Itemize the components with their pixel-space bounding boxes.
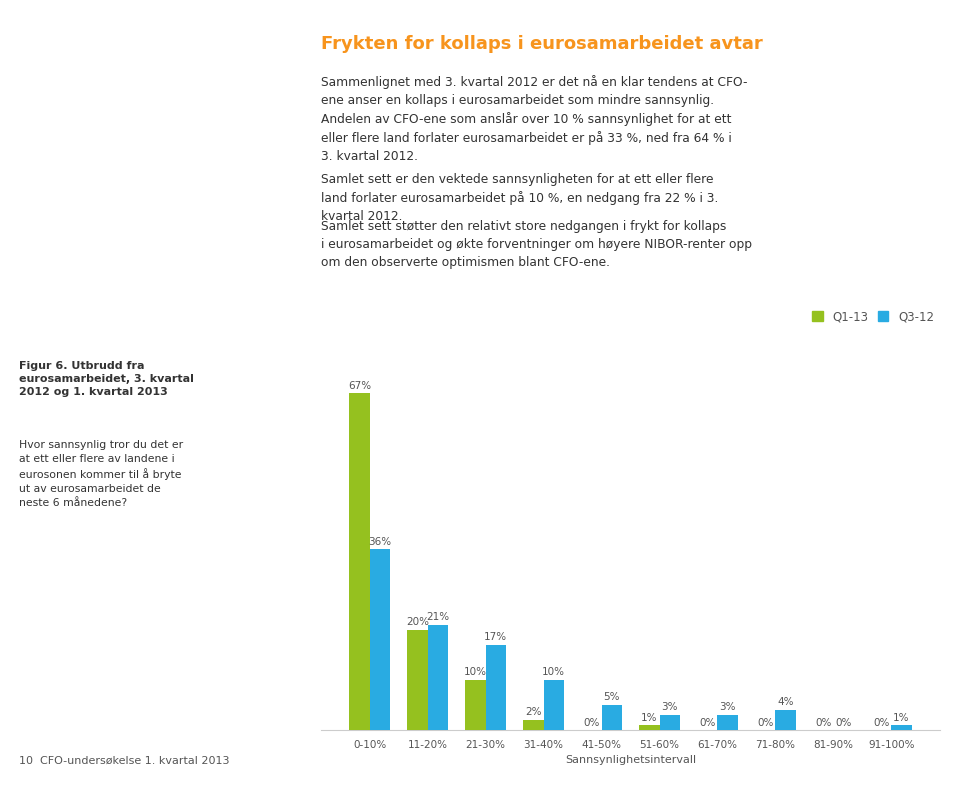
Bar xyxy=(892,725,912,730)
Text: 67%: 67% xyxy=(348,381,371,391)
Bar xyxy=(485,644,506,730)
Bar xyxy=(369,550,390,730)
Text: 17%: 17% xyxy=(484,632,507,642)
Bar xyxy=(640,725,660,730)
Text: Hvor sannsynlig tror du det er
at ett eller flere av landene i
eurosonen kommer : Hvor sannsynlig tror du det er at ett el… xyxy=(19,440,183,509)
Text: Frykten for kollaps i eurosamarbeidet avtar: Frykten for kollaps i eurosamarbeidet av… xyxy=(321,35,763,53)
Bar xyxy=(465,680,485,730)
Text: Samlet sett er den vektede sannsynligheten for at ett eller flere
land forlater : Samlet sett er den vektede sannsynlighet… xyxy=(321,173,718,223)
Text: 20%: 20% xyxy=(406,617,429,627)
Bar xyxy=(776,710,796,730)
Text: 0%: 0% xyxy=(699,717,715,728)
Bar xyxy=(717,715,737,730)
Bar xyxy=(408,630,428,730)
Text: 10  CFO-undersøkelse 1. kvartal 2013: 10 CFO-undersøkelse 1. kvartal 2013 xyxy=(19,755,229,765)
Bar xyxy=(349,393,369,730)
Text: 36%: 36% xyxy=(368,537,391,546)
Text: 5%: 5% xyxy=(603,692,620,703)
Legend: Q1-13, Q3-12: Q1-13, Q3-12 xyxy=(812,310,934,323)
X-axis label: Sannsynlighetsintervall: Sannsynlighetsintervall xyxy=(565,755,696,765)
Text: 0%: 0% xyxy=(583,717,599,728)
Text: 10%: 10% xyxy=(464,667,487,677)
Bar xyxy=(524,720,544,730)
Text: 0%: 0% xyxy=(873,717,889,728)
Text: 2%: 2% xyxy=(526,707,542,717)
Text: 0%: 0% xyxy=(758,717,774,728)
Text: 10%: 10% xyxy=(542,667,565,677)
Text: 3%: 3% xyxy=(662,703,678,713)
Bar xyxy=(660,715,680,730)
Bar xyxy=(428,625,448,730)
Text: 3%: 3% xyxy=(719,703,736,713)
Text: Sammenlignet med 3. kvartal 2012 er det nå en klar tendens at CFO-
ene anser en : Sammenlignet med 3. kvartal 2012 er det … xyxy=(321,75,748,163)
Text: 1%: 1% xyxy=(894,713,910,722)
Text: Samlet sett støtter den relativt store nedgangen i frykt for kollaps
i eurosamar: Samlet sett støtter den relativt store n… xyxy=(321,220,752,268)
Bar xyxy=(601,705,621,730)
Text: 0%: 0% xyxy=(835,717,852,728)
Text: 1%: 1% xyxy=(642,713,658,722)
Bar xyxy=(544,680,564,730)
Text: 0%: 0% xyxy=(815,717,831,728)
Text: 4%: 4% xyxy=(778,697,794,707)
Text: 21%: 21% xyxy=(426,612,450,622)
Text: Figur 6. Utbrudd fra
eurosamarbeidet, 3. kvartal
2012 og 1. kvartal 2013: Figur 6. Utbrudd fra eurosamarbeidet, 3.… xyxy=(19,361,194,397)
